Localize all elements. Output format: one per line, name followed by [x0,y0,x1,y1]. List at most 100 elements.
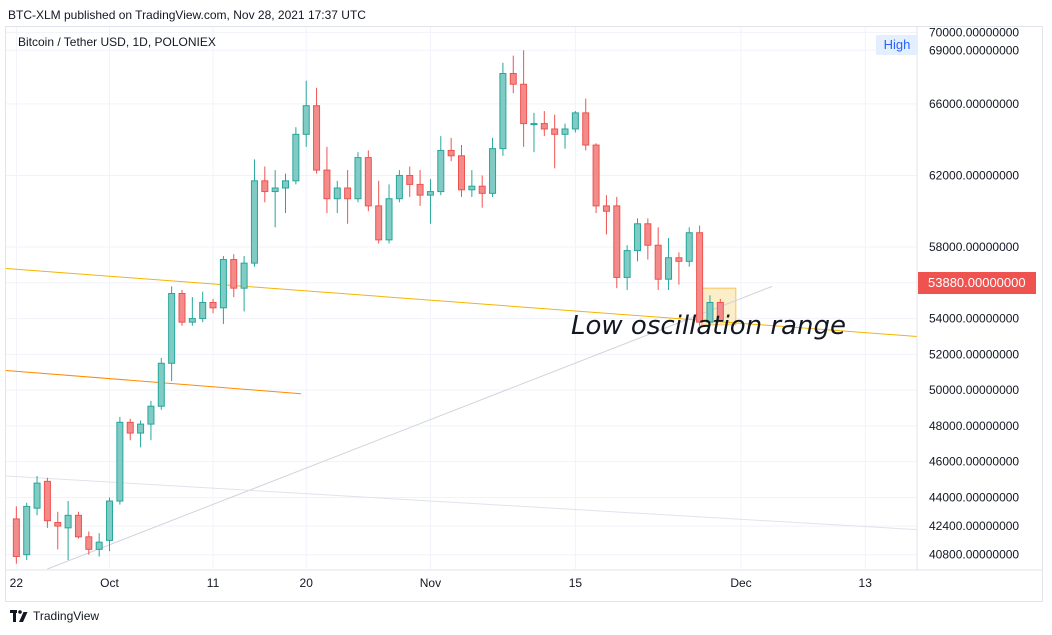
candle-body [499,73,507,150]
candle-up [137,420,145,448]
candle-up [64,501,72,561]
candle-body [623,250,631,278]
candle-body [385,198,393,241]
candle-body [74,514,82,538]
candle-up [685,227,693,267]
time-tick-label: Dec [730,576,751,590]
candle-body [323,169,331,200]
candle-body [85,536,93,550]
candle-down [602,195,610,235]
candle-body [137,423,145,434]
candle-up [561,123,569,149]
candle-up [157,357,165,410]
candle-body [592,144,600,207]
time-axis[interactable]: 22 Oct 11 20 Nov 15 Dec 13 [10,576,873,590]
candle-body [654,244,662,280]
candle-body [582,112,590,146]
candle-down [582,98,590,151]
candle-body [106,500,114,541]
candle-up [354,152,362,203]
candle-down [716,298,724,322]
candle-body [64,514,72,529]
time-tick-label: 22 [10,576,24,590]
tradingview-brand[interactable]: TradingView [10,609,99,623]
candle-body [426,191,434,196]
candle-up [633,218,641,262]
candle-body [437,149,445,193]
candle-up [219,255,227,324]
candle-body [292,133,300,182]
candle-up [706,295,714,324]
candle-body [364,157,372,207]
price-tick-label: 44000.00000000 [929,490,1019,504]
candle-up [530,112,538,153]
candle-body [250,180,258,264]
candle-up [188,297,196,326]
candle-down [406,166,414,197]
price-tick-label: 58000.00000000 [929,240,1019,254]
candle-body [344,187,352,200]
grid-lines [6,27,917,569]
annotation-text[interactable]: Low oscillation range [571,311,846,341]
time-tick-label: 15 [569,576,583,590]
candle-body [540,123,548,130]
candle-body [43,480,51,522]
candle-up [426,179,434,224]
brand-name: TradingView [33,609,100,623]
price-tick-label: 46000.00000000 [929,455,1019,469]
price-tick-label: 42400.00000000 [929,519,1019,533]
chart-frame [5,26,1043,602]
price-tick-label: 50000.00000000 [929,383,1019,397]
candle-down [323,146,331,214]
candle-body [530,123,538,126]
candle-up [147,400,155,441]
candle-body [157,362,165,407]
candle-body [199,301,207,320]
candle-up [499,62,507,156]
gray-uptrend-line [47,285,773,570]
candle-body [23,505,31,556]
candle-up [106,497,114,552]
candle-up [468,170,476,197]
candle-up [385,184,393,244]
candle-up [250,159,258,267]
candle-down [344,170,352,224]
candle-body [95,541,103,550]
candle-body [168,293,176,364]
candle-down [613,196,621,289]
price-tick-label: 52000.00000000 [929,347,1019,361]
candle-down [230,254,238,298]
candle-up [437,136,445,196]
candle-up [116,416,124,505]
candle-down [644,218,652,260]
candle-body [571,112,579,130]
candle-body [416,183,424,196]
candle-body [354,157,362,200]
candle-body [685,232,693,262]
candle-up [282,173,290,214]
time-tick-label: 13 [859,576,873,590]
candle-down [540,111,548,137]
candle-body [395,174,403,200]
candle-body [468,185,476,191]
candle-down [364,150,372,212]
candle-up [571,111,579,133]
candle-up [271,170,279,228]
candle-down [696,225,704,326]
candle-body [602,205,610,212]
candle-body [458,155,465,191]
candle-body [447,149,455,157]
candle-up [23,502,31,561]
tradingview-logo-icon [10,610,28,622]
price-tick-label: 66000.00000000 [929,97,1019,111]
candle-body [271,187,279,193]
price-tick-label: 54000.00000000 [929,312,1019,326]
candle-body [282,180,290,189]
last-price-badge: 53880.00000000 [918,272,1036,294]
candle-down [209,298,217,314]
candle-up [33,475,41,516]
candle-body [333,187,341,200]
candle-down [416,170,424,206]
candle-body [716,301,724,322]
